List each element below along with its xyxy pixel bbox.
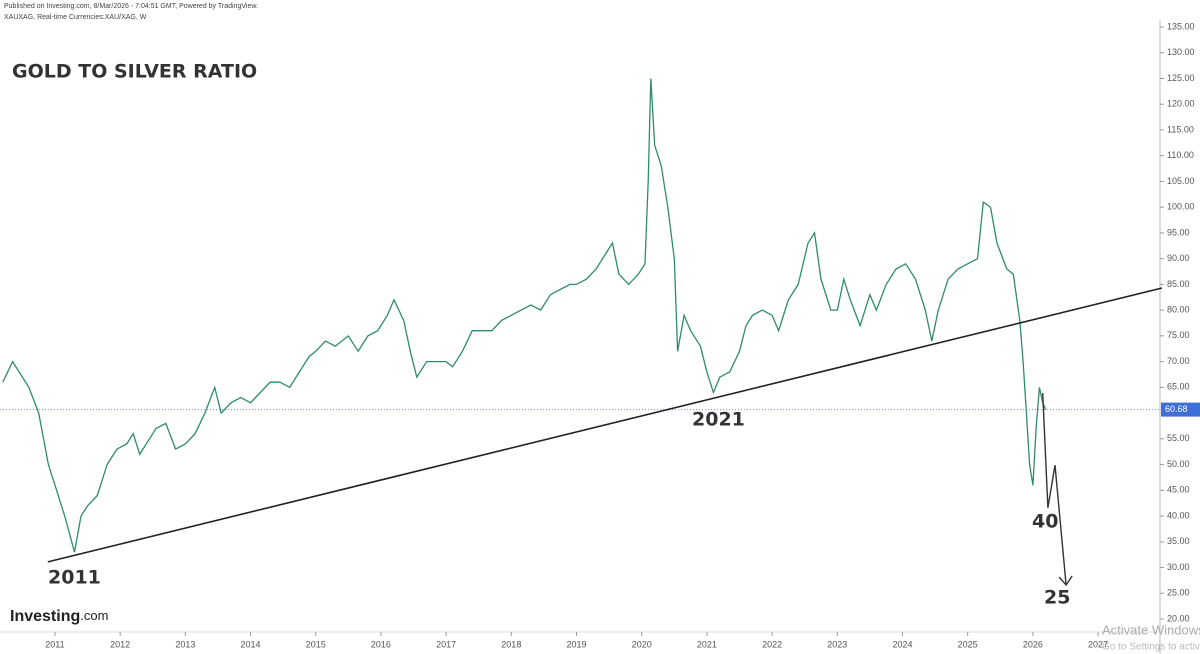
x-tick-label: 2021 bbox=[697, 639, 717, 649]
y-tick-label: 25.00 bbox=[1167, 588, 1190, 598]
publish-note: Published on Investing.com, 8/Mar/2026 -… bbox=[4, 3, 258, 10]
x-tick-label: 2019 bbox=[566, 639, 586, 649]
y-tick-label: 135.00 bbox=[1167, 21, 1195, 31]
last-price-box bbox=[1161, 402, 1200, 417]
arrow-head bbox=[1058, 575, 1073, 587]
y-tick-label: 130.00 bbox=[1167, 47, 1195, 57]
y-tick-label: 65.00 bbox=[1167, 382, 1190, 392]
y-tick-label: 115.00 bbox=[1167, 124, 1194, 134]
y-tick-label: 55.00 bbox=[1167, 433, 1190, 443]
x-tick-label: 2027 bbox=[1088, 639, 1108, 649]
projection-path bbox=[1042, 392, 1067, 586]
x-tick-label: 2026 bbox=[1023, 639, 1043, 649]
last-price-label: 60.68 bbox=[1165, 404, 1188, 414]
trend-line bbox=[47, 287, 1163, 563]
y-tick-label: 90.00 bbox=[1167, 253, 1190, 263]
x-tick-label: 2025 bbox=[958, 639, 978, 649]
x-tick-label: 2017 bbox=[436, 639, 456, 649]
y-tick-label: 35.00 bbox=[1167, 536, 1190, 546]
y-tick-label: 40.00 bbox=[1167, 510, 1190, 520]
annotation: 2021 bbox=[692, 409, 745, 431]
y-tick-label: 30.00 bbox=[1167, 562, 1190, 572]
annotation: 25 bbox=[1044, 587, 1070, 609]
y-tick-label: 50.00 bbox=[1167, 459, 1190, 469]
x-tick-label: 2013 bbox=[175, 639, 195, 649]
annotation: 40 bbox=[1032, 511, 1058, 533]
x-tick-label: 2012 bbox=[110, 639, 130, 649]
symbol-note: XAUXAG, Real-time Currencies:XAU/XAG, W bbox=[4, 14, 147, 21]
logo: Investing.com bbox=[10, 608, 108, 625]
y-tick-label: 85.00 bbox=[1167, 279, 1190, 289]
x-tick-label: 2015 bbox=[306, 639, 326, 649]
logo-name: Investing bbox=[10, 608, 80, 625]
x-tick-label: 2024 bbox=[892, 639, 912, 649]
watermark: Go to Settings to activate Windows. bbox=[1102, 642, 1200, 653]
x-tick-label: 2018 bbox=[501, 639, 521, 649]
y-tick-label: 110.00 bbox=[1167, 150, 1194, 160]
x-tick-label: 2014 bbox=[241, 639, 261, 649]
y-tick-label: 20.00 bbox=[1167, 613, 1190, 623]
y-tick-label: 125.00 bbox=[1167, 73, 1195, 83]
y-tick-label: 100.00 bbox=[1167, 202, 1195, 212]
x-tick-label: 2023 bbox=[827, 639, 847, 649]
chart-title: GOLD TO SILVER RATIO bbox=[12, 61, 257, 83]
price-line bbox=[2, 78, 1047, 553]
x-tick-label: 2011 bbox=[45, 639, 64, 649]
y-tick-label: 45.00 bbox=[1167, 485, 1190, 495]
x-tick-label: 2016 bbox=[371, 639, 391, 649]
y-tick-label: 80.00 bbox=[1167, 305, 1190, 315]
x-tick-label: 2022 bbox=[762, 639, 782, 649]
annotation: 2011 bbox=[48, 567, 101, 589]
y-tick-label: 120.00 bbox=[1167, 99, 1195, 109]
logo-suffix: .com bbox=[80, 608, 108, 623]
y-tick-label: 95.00 bbox=[1167, 227, 1190, 237]
y-tick-label: 75.00 bbox=[1167, 330, 1190, 340]
y-tick-label: 105.00 bbox=[1167, 176, 1195, 186]
y-tick-label: 70.00 bbox=[1167, 356, 1190, 366]
x-tick-label: 2020 bbox=[632, 639, 652, 649]
watermark: Activate Windows bbox=[1102, 622, 1200, 637]
